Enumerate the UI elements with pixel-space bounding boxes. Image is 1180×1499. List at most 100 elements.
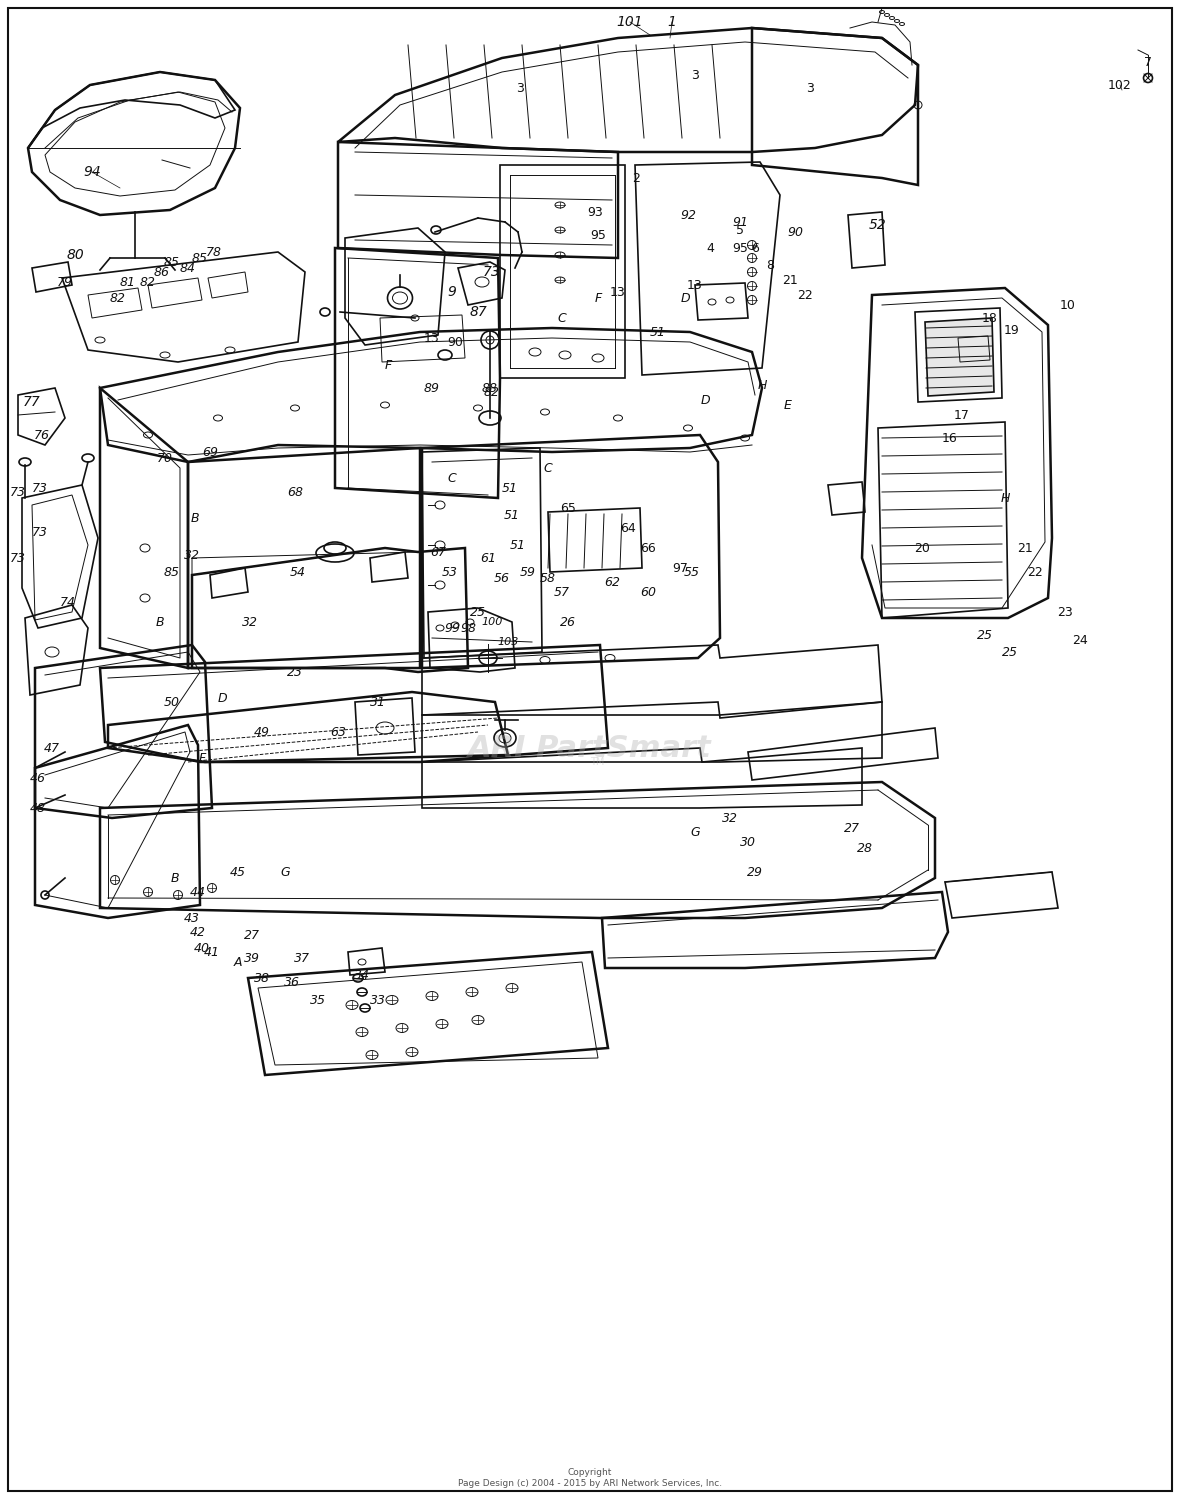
Text: 49: 49 [254, 726, 270, 739]
Text: 77: 77 [24, 396, 41, 409]
Text: 20: 20 [914, 541, 930, 555]
Text: 13: 13 [687, 279, 703, 291]
Text: 84: 84 [181, 261, 196, 274]
Text: 10: 10 [1060, 298, 1076, 312]
Text: 95: 95 [732, 241, 748, 255]
Text: 27: 27 [844, 821, 860, 835]
Text: 51: 51 [504, 508, 520, 522]
Text: 53: 53 [442, 565, 458, 579]
Text: 31: 31 [371, 696, 386, 709]
Text: 100: 100 [481, 618, 503, 627]
Text: 99: 99 [444, 622, 460, 634]
Text: 73: 73 [9, 486, 26, 499]
Text: 2: 2 [632, 171, 640, 184]
Text: 23: 23 [1057, 606, 1073, 619]
Text: D: D [217, 691, 227, 705]
Text: 102: 102 [1108, 78, 1132, 91]
Text: 5: 5 [736, 223, 745, 237]
Text: 94: 94 [83, 165, 100, 178]
Text: 46: 46 [30, 772, 46, 784]
Text: 95: 95 [590, 228, 607, 241]
Text: 82: 82 [140, 276, 156, 288]
Text: 64: 64 [621, 522, 636, 535]
Text: 35: 35 [310, 994, 326, 1006]
Text: 18: 18 [982, 312, 998, 324]
Text: 30: 30 [740, 835, 756, 848]
Text: C: C [558, 312, 566, 324]
Text: 43: 43 [184, 911, 199, 925]
Text: 85: 85 [164, 255, 181, 268]
Text: F: F [385, 358, 392, 372]
Text: 17: 17 [955, 409, 970, 421]
Text: 92: 92 [680, 208, 696, 222]
Text: 13: 13 [610, 285, 625, 298]
Text: D: D [700, 394, 710, 406]
Text: 52: 52 [870, 217, 887, 232]
Text: 16: 16 [942, 432, 958, 445]
Text: 42: 42 [190, 925, 206, 938]
Text: 67: 67 [430, 546, 446, 559]
Text: 73: 73 [483, 265, 500, 279]
Text: 3: 3 [516, 81, 524, 94]
Text: 36: 36 [284, 976, 300, 988]
Text: 59: 59 [520, 565, 536, 579]
Text: 69: 69 [202, 445, 218, 459]
Text: 24: 24 [1073, 634, 1088, 646]
Text: 87: 87 [470, 304, 487, 319]
Text: 32: 32 [242, 616, 258, 628]
Text: 86: 86 [155, 265, 170, 279]
Text: F: F [198, 751, 205, 764]
Text: 21: 21 [1017, 541, 1032, 555]
Text: 23: 23 [287, 666, 303, 679]
Text: 103: 103 [497, 637, 519, 648]
Text: H: H [1001, 492, 1010, 505]
Text: C: C [544, 462, 552, 475]
Text: A: A [234, 955, 242, 968]
Text: 57: 57 [553, 586, 570, 598]
Text: 51: 51 [502, 481, 518, 495]
Text: 58: 58 [540, 571, 556, 585]
Text: 9: 9 [447, 285, 457, 298]
Text: D: D [680, 291, 690, 304]
Text: 51: 51 [650, 325, 666, 339]
Text: 68: 68 [287, 486, 303, 499]
Text: 34: 34 [354, 968, 371, 982]
Text: 63: 63 [330, 726, 346, 739]
Text: 3: 3 [691, 69, 699, 81]
Text: 80: 80 [66, 247, 84, 262]
Text: 48: 48 [30, 802, 46, 814]
Text: G: G [280, 865, 290, 878]
Text: 26: 26 [560, 616, 576, 628]
Text: 7: 7 [1143, 55, 1152, 69]
Text: 39: 39 [244, 952, 260, 964]
Text: 85: 85 [192, 252, 208, 264]
Text: 54: 54 [290, 565, 306, 579]
Text: 65: 65 [560, 502, 576, 514]
Text: 74: 74 [60, 595, 76, 609]
Text: 4: 4 [706, 241, 714, 255]
Polygon shape [925, 318, 994, 396]
Text: B: B [191, 511, 199, 525]
Text: 85: 85 [164, 565, 181, 579]
Text: 22: 22 [798, 288, 813, 301]
Text: 88: 88 [481, 382, 498, 394]
Text: 98: 98 [460, 622, 476, 634]
Text: F: F [595, 291, 602, 304]
Text: 60: 60 [640, 586, 656, 598]
Text: Copyright
Page Design (c) 2004 - 2015 by ARI Network Services, Inc.: Copyright Page Design (c) 2004 - 2015 by… [458, 1469, 722, 1487]
Text: E: E [784, 399, 792, 412]
Text: 21: 21 [782, 273, 798, 286]
Text: 1: 1 [668, 15, 676, 28]
Text: 47: 47 [44, 742, 60, 754]
Text: 50: 50 [164, 696, 181, 709]
Text: 56: 56 [494, 571, 510, 585]
Text: B: B [156, 616, 164, 628]
Text: 44: 44 [190, 886, 206, 898]
Text: C: C [447, 472, 457, 484]
Text: 13: 13 [424, 331, 440, 345]
Text: 93: 93 [588, 205, 603, 219]
Text: 33: 33 [371, 994, 386, 1006]
Text: 90: 90 [787, 225, 804, 238]
Text: 61: 61 [480, 552, 496, 565]
Text: 89: 89 [424, 382, 440, 394]
